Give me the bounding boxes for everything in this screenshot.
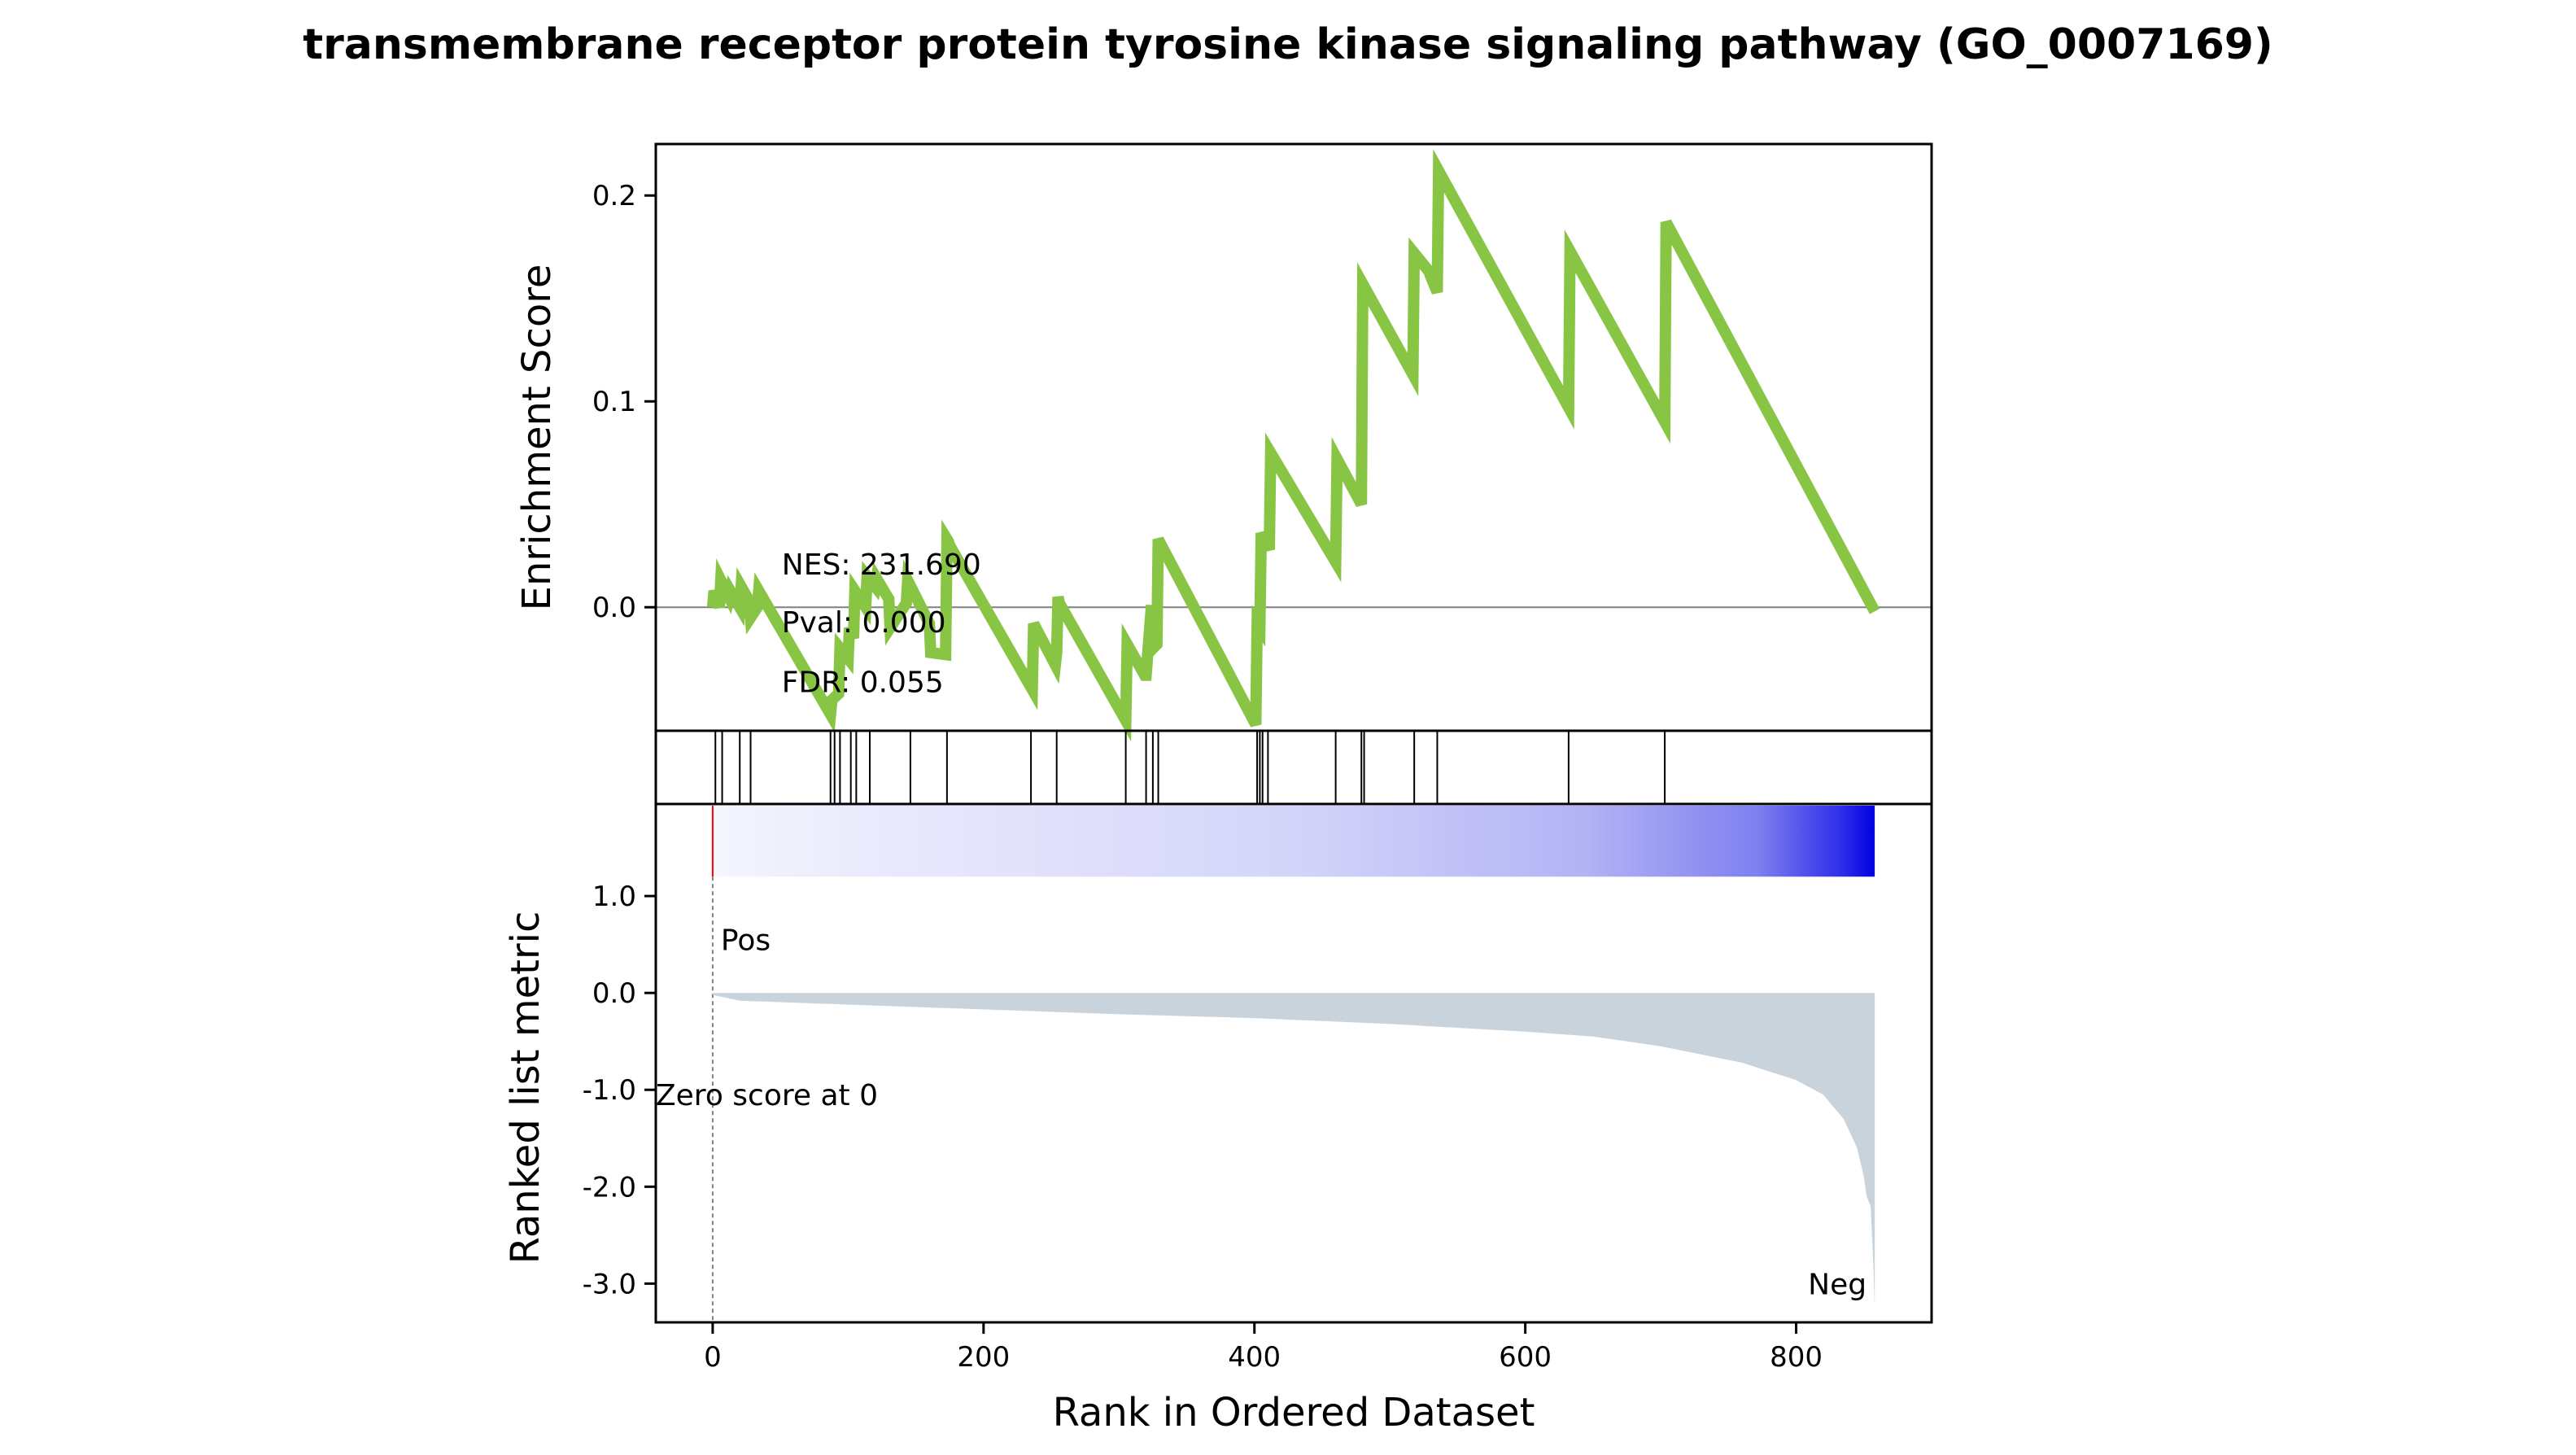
rm-ytick-label: -1.0 [583, 1074, 636, 1107]
pval-annotation: Pval: 0.000 [782, 606, 946, 640]
xtick-label: 400 [1228, 1341, 1281, 1374]
pos-label: Pos [721, 924, 771, 958]
heatbar-rect [712, 806, 1875, 877]
ranked-metric-area [712, 993, 1875, 1309]
xtick-label: 800 [1770, 1341, 1823, 1374]
neg-label: Neg [1808, 1268, 1867, 1301]
hits-panel-frame [654, 729, 1933, 806]
zero-score-label: Zero score at 0 [656, 1079, 878, 1112]
fdr-annotation: FDR: 0.055 [782, 666, 944, 699]
xtick-label: 0 [704, 1341, 722, 1374]
ranked-metric-panel: Pos Neg Zero score at 0 1.0 0.0 -1.0 -2.0 -3… [503, 802, 1933, 1435]
es-ytick-label: 0.1 [592, 386, 636, 418]
es-ytick-label: 0.2 [592, 180, 636, 212]
rm-panel-frame [654, 802, 1933, 1324]
es-y-axis-label: Enrichment Score [514, 264, 560, 611]
ranked-metric-heatbar [712, 806, 1875, 877]
rm-y-axis-label: Ranked list metric [503, 911, 548, 1265]
rm-ytick-label: -3.0 [583, 1268, 636, 1300]
xtick-label: 200 [957, 1341, 1010, 1374]
x-axis-label: Rank in Ordered Dataset [1053, 1390, 1535, 1435]
xtick-label: 600 [1499, 1341, 1552, 1374]
enrichment-score-panel: 0.0 0.1 0.2 NES: 231.690 Pval: 0.000 FDR: … [514, 142, 1933, 742]
es-ytick-label: 0.0 [592, 592, 636, 624]
gene-hits-panel [654, 729, 1933, 806]
hit-lines [714, 731, 1666, 804]
figure-title: transmembrane receptor protein tyrosine … [303, 20, 2273, 69]
nes-annotation: NES: 231.690 [782, 548, 981, 582]
rm-ytick-label: 0.0 [592, 977, 636, 1010]
rm-ytick-label: -2.0 [583, 1171, 636, 1204]
es-y-ticks: 0.0 0.1 0.2 [592, 180, 656, 624]
enrichment-score-line [706, 149, 1880, 742]
rm-x-ticks: 0 200 400 600 800 [704, 1322, 1823, 1374]
rm-y-ticks: 1.0 0.0 -1.0 -2.0 -3.0 [583, 880, 656, 1300]
rm-ytick-label: 1.0 [592, 880, 636, 913]
